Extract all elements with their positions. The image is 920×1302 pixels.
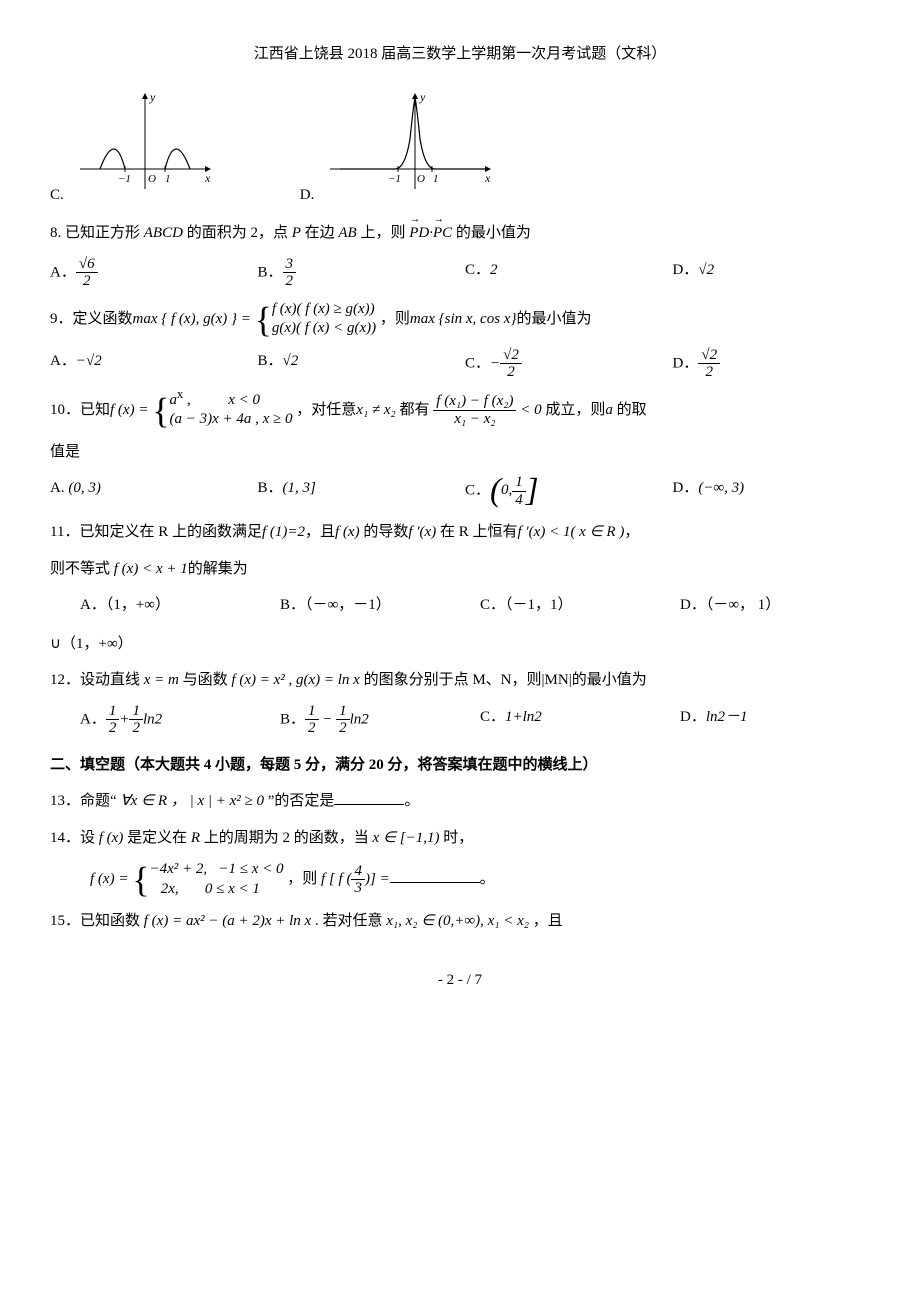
q10-options: A. (0, 3) B．(1, 3] C．(0,14] D．(−∞, 3) — [50, 474, 870, 508]
q15: 15．已知函数 f (x) = ax² − (a + 2)x + ln x . … — [50, 907, 870, 936]
q11-stem: 11．已知定义在 R 上的函数满足f (1)=2，且f (x) 的导数f ′(x… — [50, 518, 870, 547]
svg-text:y: y — [149, 90, 156, 104]
svg-text:1: 1 — [433, 173, 439, 185]
q11-union: ∪（1，+∞） — [50, 630, 870, 659]
section-2-title: 二、填空题（本大题共 4 小题，每题 5 分，满分 20 分，将答案填在题中的横… — [50, 751, 870, 780]
q10-stem: 10．已知f (x) = { ax , x < 0 (a − 3)x + 4a … — [50, 391, 870, 430]
svg-text:x: x — [204, 171, 211, 185]
q14-stem: 14．设 f (x) 是定义在 R 上的周期为 2 的函数，当 x ∈ [−1,… — [50, 824, 870, 853]
q8-options: A．√62 B．32 C．2 D．√2 — [50, 256, 870, 290]
q8-stem: 8. 已知正方形 ABCD 的面积为 2，点 P 在边 AB 上，则 PD·PC… — [50, 219, 870, 248]
svg-text:−1: −1 — [118, 173, 131, 185]
svg-text:O: O — [148, 173, 156, 185]
opt-d-label: D. — [300, 181, 315, 210]
q10-cont: 值是 — [50, 438, 870, 467]
q14-def: f (x) = { −4x² + 2, −1 ≤ x < 0 2x, 0 ≤ x… — [50, 860, 870, 899]
q9-stem: 9．定义函数max { f (x), g(x) } = {f (x)( f (x… — [50, 300, 870, 339]
q9-options: A．−√2 B．√2 C．−√22 D．√22 — [50, 347, 870, 381]
graph-d: −1 1 O x y — [320, 89, 500, 210]
q7-options-row: C. −1 1 O x y D. — [50, 89, 870, 210]
svg-text:1: 1 — [165, 173, 171, 185]
q11-options: A．（1，+∞） B．（－∞，－1） C．（－1，1） D．（－∞， 1） — [50, 591, 870, 620]
q12-options: A．12+12ln2 B．12 − 12ln2 C．1+ln2 D．ln2－1 — [50, 703, 870, 737]
svg-text:x: x — [484, 171, 491, 185]
opt-c-label: C. — [50, 181, 64, 210]
svg-text:y: y — [419, 90, 426, 104]
blank-14 — [390, 867, 480, 883]
blank-13 — [334, 789, 404, 805]
page-header: 江西省上饶县 2018 届高三数学上学期第一次月考试题（文科） — [50, 40, 870, 69]
q13: 13．命题“ ∀x ∈ R ， | x | + x² ≥ 0 ”的否定是。 — [50, 787, 870, 816]
graph-c: −1 1 O x y — [70, 89, 220, 210]
svg-text:−1: −1 — [388, 173, 401, 185]
page-number: - 2 - / 7 — [50, 966, 870, 995]
svg-text:O: O — [417, 173, 425, 185]
q11-line2: 则不等式 f (x) < x + 1的解集为 — [50, 555, 870, 584]
q12-stem: 12．设动直线 x = m 与函数 f (x) = x² , g(x) = ln… — [50, 666, 870, 695]
